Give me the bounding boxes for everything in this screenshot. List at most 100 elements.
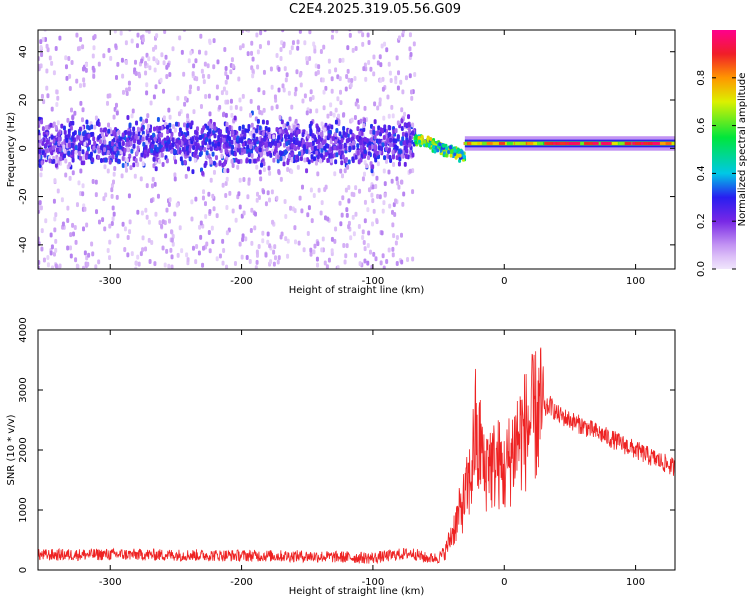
heatmap-cell xyxy=(256,191,260,197)
heatmap-cell xyxy=(139,176,143,182)
heatmap-cell xyxy=(345,207,349,213)
heatmap-cell xyxy=(268,243,272,249)
heatmap-cell xyxy=(281,30,285,33)
heatmap-cell xyxy=(58,147,62,153)
heatmap-cell xyxy=(308,30,312,35)
heatmap-cell xyxy=(203,147,207,153)
heatmap-cell xyxy=(194,58,198,64)
heatmap-cell xyxy=(305,110,309,116)
heatmap-cell xyxy=(383,192,387,198)
heatmap-cell xyxy=(209,177,213,183)
heatmap-cell xyxy=(121,132,125,138)
heatmap-cell xyxy=(309,251,313,257)
heatmap-cell xyxy=(207,74,211,80)
heatmap-cell xyxy=(442,143,446,148)
heatmap-cell xyxy=(315,150,319,156)
heatmap-cell xyxy=(271,219,275,225)
heatmap-cell xyxy=(250,153,254,159)
heatmap-cell xyxy=(219,137,223,143)
heatmap-cell xyxy=(363,218,367,224)
heatmap-cell xyxy=(238,125,242,131)
heatmap-cell xyxy=(253,158,257,164)
heatmap-cell xyxy=(514,142,521,145)
heatmap-cell xyxy=(135,120,139,126)
heatmap-cell xyxy=(392,202,396,208)
heatmap-cell xyxy=(298,151,302,157)
heatmap-cell xyxy=(323,145,327,151)
heatmap-cell xyxy=(206,125,210,131)
heatmap-cell xyxy=(280,231,284,237)
heatmap-cell xyxy=(241,43,245,49)
heatmap-cell xyxy=(56,120,60,126)
heatmap-cell xyxy=(78,130,82,136)
heatmap-cell xyxy=(132,162,136,168)
heatmap-cell xyxy=(113,30,117,34)
heatmap-cell xyxy=(383,181,387,187)
heatmap-cell xyxy=(247,30,251,33)
heatmap-cell xyxy=(311,133,315,139)
heatmap-cell xyxy=(250,207,254,213)
heatmap-cell xyxy=(334,159,338,165)
heatmap-cell xyxy=(258,125,262,131)
heatmap-cell xyxy=(224,112,228,118)
y-tick-label: 3000 xyxy=(18,377,29,402)
heatmap-cell xyxy=(108,239,112,245)
heatmap-cell xyxy=(121,163,125,169)
heatmap-cell xyxy=(330,76,334,82)
heatmap-cell xyxy=(294,86,298,92)
heatmap-cell xyxy=(289,132,293,138)
heatmap-cell xyxy=(259,30,263,36)
heatmap-cell xyxy=(278,128,282,134)
heatmap-cell xyxy=(294,118,298,124)
heatmap-cell xyxy=(87,133,91,139)
snr-series-line xyxy=(38,347,675,565)
heatmap-cell xyxy=(396,120,400,126)
heatmap-cell xyxy=(398,156,402,162)
heatmap-cell xyxy=(373,119,377,125)
heatmap-cell xyxy=(192,109,196,115)
heatmap-cell xyxy=(267,127,271,133)
heatmap-cell xyxy=(62,144,66,150)
heatmap-cell xyxy=(141,235,145,241)
heatmap-cell xyxy=(311,94,315,100)
heatmap-cell xyxy=(401,201,405,207)
heatmap-cell xyxy=(367,155,371,161)
heatmap-cell xyxy=(315,108,319,114)
heatmap-cell xyxy=(289,137,293,143)
heatmap-cell xyxy=(170,237,174,243)
heatmap-cell xyxy=(190,199,194,205)
heatmap-cell xyxy=(182,134,186,140)
heatmap-cell xyxy=(378,101,382,107)
heatmap-cell xyxy=(90,241,94,247)
colorbar-tick-label: 0.8 xyxy=(696,70,707,86)
heatmap-cell xyxy=(160,152,164,158)
heatmap-cell xyxy=(85,119,89,125)
heatmap-cell xyxy=(185,145,189,151)
heatmap-cell xyxy=(170,131,174,137)
heatmap-cell xyxy=(269,259,273,265)
heatmap-cell xyxy=(165,74,169,80)
heatmap-cell xyxy=(48,55,52,61)
x-axis-label: Height of straight line (km) xyxy=(289,586,425,597)
colorbar-label: Normalized spectral amplitude xyxy=(737,73,748,227)
heatmap-cell xyxy=(167,202,171,208)
heatmap-cell xyxy=(200,129,204,135)
heatmap-cell xyxy=(308,108,312,114)
heatmap-cell xyxy=(327,58,331,64)
heatmap-cell xyxy=(348,32,352,38)
heatmap-cell xyxy=(381,86,385,92)
heatmap-cell xyxy=(209,158,213,164)
heatmap-cell xyxy=(390,104,394,110)
heatmap-cell xyxy=(286,167,290,173)
heatmap-cell xyxy=(395,260,399,266)
heatmap-cell xyxy=(242,210,246,216)
heatmap-cell xyxy=(94,192,98,198)
heatmap-cell xyxy=(356,143,360,149)
heatmap-cell xyxy=(333,171,337,177)
heatmap-cell xyxy=(178,127,182,133)
heatmap-cell xyxy=(255,259,259,265)
heatmap-cell xyxy=(59,156,63,162)
heatmap-cell xyxy=(134,71,138,77)
heatmap-cell xyxy=(134,260,138,266)
heatmap-cell xyxy=(237,191,241,197)
